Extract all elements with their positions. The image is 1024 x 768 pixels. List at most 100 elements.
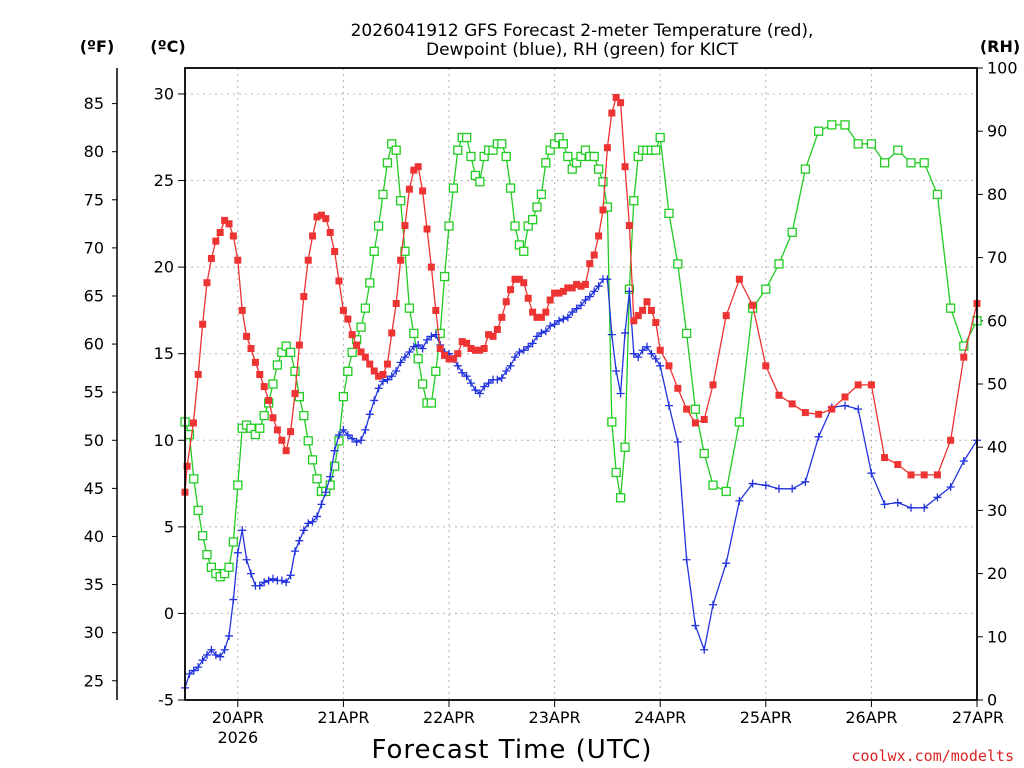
dewpoint-point: [546, 321, 555, 330]
dewpoint-point: [295, 536, 304, 545]
rh-point: [373, 221, 384, 231]
rh-point: [813, 126, 824, 136]
dewpoint-point: [603, 275, 612, 284]
dewpoint-point: [387, 372, 396, 381]
dewpoint-point: [621, 328, 630, 337]
temperature-point: [595, 232, 603, 240]
dewpoint-point: [607, 330, 616, 339]
temperature-point: [683, 405, 691, 413]
rh-point: [299, 410, 309, 421]
dewpoint-point: [841, 401, 849, 410]
dewpoint-point: [326, 472, 335, 481]
dewpoint-point: [471, 386, 480, 395]
temperature-point: [735, 275, 743, 283]
dewpoint-point: [484, 379, 493, 388]
temperature-point: [183, 462, 191, 470]
dewpoint-point: [207, 645, 216, 654]
rh-point: [461, 132, 472, 143]
dewpoint-point: [748, 479, 757, 488]
rh-point: [453, 145, 463, 155]
temperature-point: [656, 346, 664, 354]
dewpoint-point: [563, 313, 572, 322]
dewpoint-point: [392, 367, 401, 376]
dewpoint-point: [255, 581, 264, 590]
temperature-point: [234, 256, 242, 264]
dewpoint-point: [291, 547, 300, 556]
dewpoint-point: [423, 335, 432, 344]
dewpoint-point: [229, 595, 238, 604]
dewpoint-point: [775, 484, 783, 493]
dewpoint-point: [379, 377, 387, 386]
temperature-point: [339, 306, 347, 314]
temperature-point: [608, 109, 616, 117]
temperature-point: [427, 263, 435, 271]
temperature-point: [511, 275, 519, 283]
rh-point: [356, 322, 366, 332]
temperature-point: [815, 410, 823, 418]
dewpoint-point: [656, 361, 665, 370]
rh-point: [272, 360, 283, 370]
temperature-point: [207, 254, 215, 262]
temperature-point: [920, 471, 928, 479]
time-tick-label: 25APR: [740, 708, 792, 727]
rh-point: [690, 404, 701, 414]
temperature-point: [432, 306, 440, 314]
temperature-point: [317, 211, 325, 219]
rh-point: [197, 531, 208, 541]
temperature-point: [348, 331, 356, 339]
rh-point: [189, 474, 199, 484]
dewpoint-point: [427, 332, 436, 341]
temperature-point: [555, 289, 563, 297]
rh-point: [655, 132, 665, 143]
rh-point: [259, 410, 269, 421]
dewpoint-point: [383, 375, 392, 384]
dewpoint-point: [260, 578, 269, 587]
temperature-point: [357, 348, 365, 356]
temperature-point: [559, 287, 567, 295]
rh-point: [593, 164, 604, 174]
rh-point: [360, 303, 371, 313]
temperature-point: [854, 381, 862, 389]
rh-point: [519, 246, 529, 256]
temperature-point: [498, 313, 506, 321]
rh-point: [400, 246, 410, 256]
dewpoint-point: [581, 296, 590, 305]
temperature-point: [537, 313, 545, 321]
temperature-point: [366, 360, 374, 368]
temperature-point: [238, 306, 246, 314]
rh-point: [734, 417, 745, 427]
time-tick-label: 20APR: [212, 708, 264, 727]
celsius-tick-label: 10: [154, 431, 174, 450]
temperature-point: [674, 384, 682, 392]
dewpoint-point: [506, 361, 515, 370]
rh-tick-label: 50: [987, 375, 1007, 394]
temperature-point: [603, 144, 611, 152]
temperature-point: [471, 346, 479, 354]
temperature-point: [749, 301, 757, 309]
temperature-series: [181, 93, 981, 496]
dewpoint-point: [216, 652, 225, 661]
rh-point: [664, 208, 674, 219]
rh-tick-label: 30: [987, 501, 1007, 520]
temperature-point: [423, 225, 431, 233]
temperature-point: [326, 228, 334, 236]
temperature-point: [265, 396, 273, 404]
rh-point: [338, 391, 349, 402]
dewpoint-point: [405, 347, 414, 356]
temperature-point: [295, 341, 303, 349]
temperature-point: [300, 293, 308, 301]
rh-point: [369, 246, 379, 256]
dewpoint-point: [643, 342, 651, 351]
dewpoint-point: [308, 517, 317, 526]
temperature-point: [414, 163, 422, 171]
dewpoint-point: [185, 670, 194, 679]
temperature-point: [260, 383, 268, 391]
rh-point: [255, 423, 265, 433]
fahrenheit-tick-label: 30: [84, 623, 104, 642]
dewpoint-point: [396, 358, 405, 367]
fahrenheit-tick-label: 80: [84, 142, 104, 161]
temperature-point: [907, 471, 915, 479]
dewpoint-point: [612, 367, 621, 376]
x-axis-title: Forecast Time (UTC): [371, 735, 652, 765]
rh-point: [787, 227, 797, 237]
